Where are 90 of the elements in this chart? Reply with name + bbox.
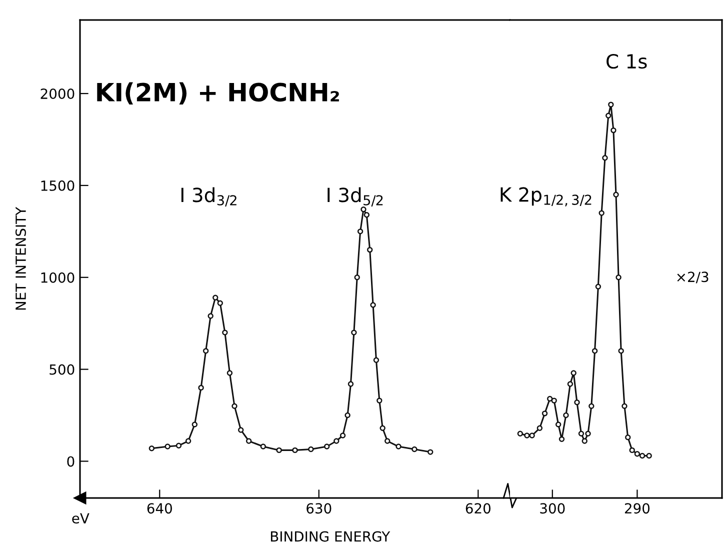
point	[384, 438, 390, 444]
point	[208, 313, 214, 319]
point	[542, 410, 548, 416]
point	[585, 430, 591, 436]
point	[634, 451, 640, 457]
point	[622, 403, 628, 409]
x-tick-label: 290	[624, 503, 650, 514]
text: KI(2M) + HOCNH₂	[97, 82, 339, 105]
point	[344, 412, 350, 418]
point	[616, 274, 622, 280]
point	[376, 398, 382, 404]
point	[563, 412, 569, 418]
point	[646, 452, 652, 459]
point	[574, 400, 580, 406]
point	[547, 396, 553, 402]
x-tick-label: 300	[540, 503, 565, 514]
x-axis-title: BINDING ENERGY	[270, 531, 390, 542]
point	[606, 112, 612, 118]
y-tick-label: 500	[50, 364, 74, 375]
point	[360, 206, 366, 212]
point	[357, 228, 364, 234]
point	[354, 274, 360, 280]
point	[529, 432, 535, 438]
point	[592, 348, 598, 354]
y-tick-label: 1000	[41, 272, 74, 283]
x-tick-label: 640	[147, 503, 172, 514]
point	[198, 384, 204, 391]
point	[613, 192, 619, 198]
point	[202, 348, 209, 354]
point	[570, 370, 576, 376]
point	[625, 434, 631, 440]
point	[334, 438, 340, 444]
point	[558, 436, 565, 442]
point	[373, 357, 380, 363]
point	[396, 444, 402, 450]
annotation: ×2/3	[677, 272, 708, 284]
point	[608, 102, 614, 108]
x-tick-label: 620	[466, 503, 490, 514]
point	[276, 447, 282, 454]
point	[595, 284, 602, 290]
point	[517, 430, 524, 436]
y-tick-label: 0	[67, 456, 74, 467]
point	[217, 300, 223, 306]
point	[351, 330, 357, 336]
point	[226, 370, 233, 376]
point	[176, 442, 182, 448]
point	[308, 446, 314, 452]
point	[588, 403, 594, 409]
annotation: K 2p$_{1/2,3/2}$	[500, 187, 592, 206]
point	[578, 430, 584, 436]
point	[639, 452, 646, 459]
point	[232, 403, 238, 409]
annotation: I 3d$_{5/2}$	[328, 187, 383, 206]
point	[292, 447, 298, 454]
point	[551, 398, 557, 404]
point	[555, 422, 562, 428]
point	[246, 438, 252, 444]
point	[192, 422, 198, 428]
point	[340, 432, 346, 438]
point	[582, 438, 588, 444]
point	[567, 381, 574, 387]
point	[380, 425, 386, 431]
point	[238, 427, 244, 433]
point	[348, 381, 354, 387]
annotation: C 1s	[606, 54, 647, 69]
point	[212, 294, 218, 300]
point	[164, 444, 170, 450]
point	[370, 302, 376, 308]
point	[598, 210, 604, 216]
x-tick-label: 630	[306, 503, 332, 514]
text: eV	[72, 513, 90, 524]
y-tick-label: 2000	[40, 88, 74, 100]
point	[324, 444, 330, 450]
point	[185, 438, 192, 444]
point	[222, 330, 228, 336]
point	[428, 449, 434, 455]
point	[148, 446, 155, 452]
y-tick-label: 1500	[41, 180, 74, 191]
point	[602, 155, 608, 161]
point	[629, 447, 635, 454]
point	[610, 127, 616, 134]
point	[536, 425, 543, 431]
point	[364, 212, 370, 218]
point	[367, 246, 373, 253]
y-axis-title: NET INTENSITY	[15, 206, 26, 310]
point	[618, 348, 624, 354]
point	[412, 446, 418, 452]
annotation: I 3d$_{3/2}$	[181, 187, 236, 206]
point	[524, 432, 530, 438]
point	[260, 444, 266, 450]
